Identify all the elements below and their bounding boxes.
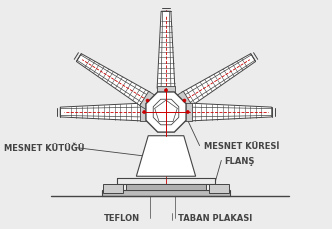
Polygon shape (184, 56, 255, 104)
Text: TABAN PLAKASI: TABAN PLAKASI (178, 213, 252, 222)
Polygon shape (136, 136, 196, 177)
Circle shape (186, 111, 189, 114)
Circle shape (165, 89, 167, 92)
Circle shape (183, 100, 186, 103)
Text: MESNET KÜRESİ: MESNET KÜRESİ (204, 142, 279, 150)
Polygon shape (126, 184, 206, 190)
Polygon shape (180, 104, 192, 121)
Polygon shape (157, 87, 175, 99)
Polygon shape (161, 12, 171, 89)
Polygon shape (153, 100, 179, 125)
Polygon shape (182, 55, 256, 107)
Polygon shape (190, 104, 272, 121)
Text: TEFLON: TEFLON (104, 213, 140, 222)
Polygon shape (157, 12, 175, 89)
Polygon shape (146, 93, 186, 133)
Text: MESNET KÜTÜĞÜ: MESNET KÜTÜĞÜ (4, 143, 84, 153)
Polygon shape (77, 56, 148, 104)
Polygon shape (209, 184, 229, 193)
Polygon shape (103, 184, 123, 193)
Polygon shape (190, 108, 272, 117)
Polygon shape (140, 104, 152, 121)
Text: FLANŞ: FLANŞ (224, 156, 255, 165)
Polygon shape (102, 190, 230, 196)
Polygon shape (76, 55, 150, 107)
Polygon shape (60, 104, 142, 121)
Polygon shape (155, 101, 177, 122)
Polygon shape (140, 92, 159, 112)
Circle shape (143, 111, 146, 114)
Polygon shape (60, 108, 142, 117)
Polygon shape (173, 92, 192, 112)
Circle shape (146, 100, 149, 103)
